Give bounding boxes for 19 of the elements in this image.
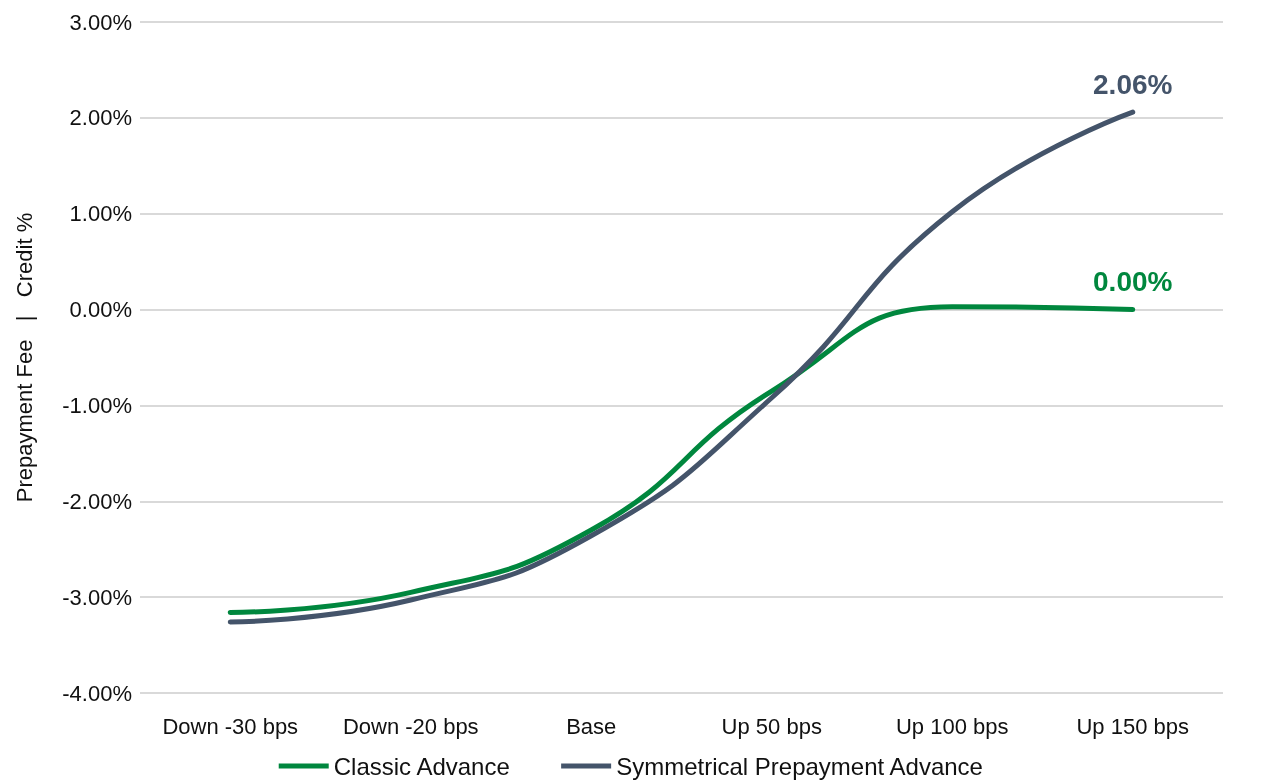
y-tick-label: 0.00% [69, 297, 132, 323]
legend-label: Classic Advance [333, 752, 510, 780]
y-tick-label: 2.00% [69, 105, 132, 131]
data-label: 2.06% [1093, 68, 1173, 100]
x-tick-label: Up 50 bps [721, 713, 822, 739]
data-label: 0.00% [1093, 266, 1173, 298]
x-tick-label: Down -20 bps [342, 713, 479, 739]
y-tick-label: 1.00% [69, 201, 132, 227]
y-tick-label: -3.00% [62, 584, 132, 610]
x-tick-label: Down -30 bps [162, 713, 299, 739]
legend-label: Symmetrical Prepayment Advance [616, 752, 983, 780]
x-tick-label: Up 100 bps [895, 713, 1009, 739]
y-tick-label: 3.00% [69, 9, 132, 35]
y-axis-title: Prepayment Fee | Credit % [11, 212, 37, 503]
y-tick-label: -1.00% [62, 392, 132, 418]
x-tick-label: Up 150 bps [1076, 713, 1190, 739]
y-tick-label: -4.00% [62, 680, 132, 706]
y-tick-label: -2.00% [62, 488, 132, 514]
x-tick-label: Base [566, 713, 617, 739]
